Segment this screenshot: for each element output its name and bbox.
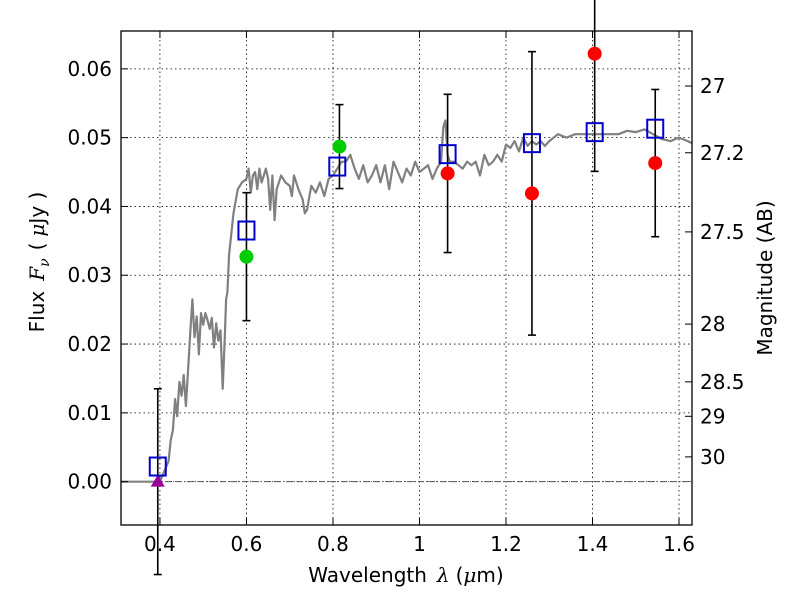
y-axis-label-open: (: [25, 243, 49, 251]
x-tick-label: 0.6: [231, 532, 263, 556]
y2-tick-label: 27.5: [700, 220, 745, 244]
observed-flux-point: [587, 46, 602, 61]
y2-tick-label: 27: [700, 74, 725, 98]
model-band-point: [585, 122, 604, 143]
y-axis-label: Flux Fν ( μJy ): [25, 192, 53, 333]
y2-axis-label: Magnitude (AB): [753, 200, 777, 355]
observed-flux-point: [440, 166, 455, 181]
y-axis-label-unit: Jy ): [25, 192, 49, 226]
y2-tick-label: 29: [700, 404, 725, 428]
model-spectrum-line: [121, 119, 693, 483]
x-axis-label-prefix: Wavelength: [308, 563, 427, 587]
plot-frame: [120, 30, 693, 526]
x-tick-label: 1: [413, 532, 426, 556]
y-axis-label-mu: μ: [25, 224, 49, 237]
y-axis-label-prefix: Flux: [25, 291, 49, 333]
model-band-point: [646, 118, 665, 139]
observed-flux-point: [239, 249, 254, 264]
observed-flux-point: [332, 139, 347, 154]
y-tick-label: 0.03: [67, 263, 112, 287]
y2-tick-label: 30: [700, 445, 725, 469]
y-tick-label: 0.05: [67, 126, 112, 150]
model-band-point: [438, 144, 457, 165]
model-band-point: [522, 133, 541, 154]
x-axis-label-symbol: λ: [436, 563, 450, 587]
model-band-point: [148, 456, 167, 477]
model-band-point: [328, 156, 347, 177]
tick-layer: 0.4 0.6 0.8 1 1.2 1.4 1.6 0.00 0.01 0.02 0.03 0.04 0…: [67, 31, 745, 556]
observed-flux-point: [524, 186, 539, 201]
grid-layer: [121, 31, 692, 525]
y-tick-label: 0.06: [67, 57, 112, 81]
observed-flux-point: [648, 156, 663, 171]
x-axis-label-open: (: [456, 563, 464, 587]
upper-limit-point: [150, 474, 165, 487]
plot-layer: [121, 0, 693, 576]
y2-tick-label: 28: [700, 312, 725, 336]
y-tick-label: 0.01: [67, 401, 112, 425]
x-tick-label: 1.6: [663, 532, 695, 556]
y-tick-label: 0.04: [67, 194, 112, 218]
x-tick-label: 0.8: [317, 532, 349, 556]
x-tick-label: 0.4: [144, 532, 176, 556]
x-axis-label-unit: m): [476, 563, 503, 587]
x-tick-label: 1.4: [577, 532, 609, 556]
x-axis-label-mu: μ: [463, 563, 476, 587]
y-tick-label: 0.02: [67, 332, 112, 356]
y-axis-label-subscript: ν: [37, 258, 53, 267]
y2-tick-label: 27.2: [700, 141, 745, 165]
y2-tick-label: 28.5: [700, 370, 745, 394]
x-axis-label: Wavelength λ (μm): [308, 563, 503, 587]
y-axis-label-symbol: F: [25, 266, 49, 282]
x-tick-label: 1.2: [490, 532, 522, 556]
model-band-point: [237, 220, 256, 241]
y-tick-label: 0.00: [67, 470, 112, 494]
